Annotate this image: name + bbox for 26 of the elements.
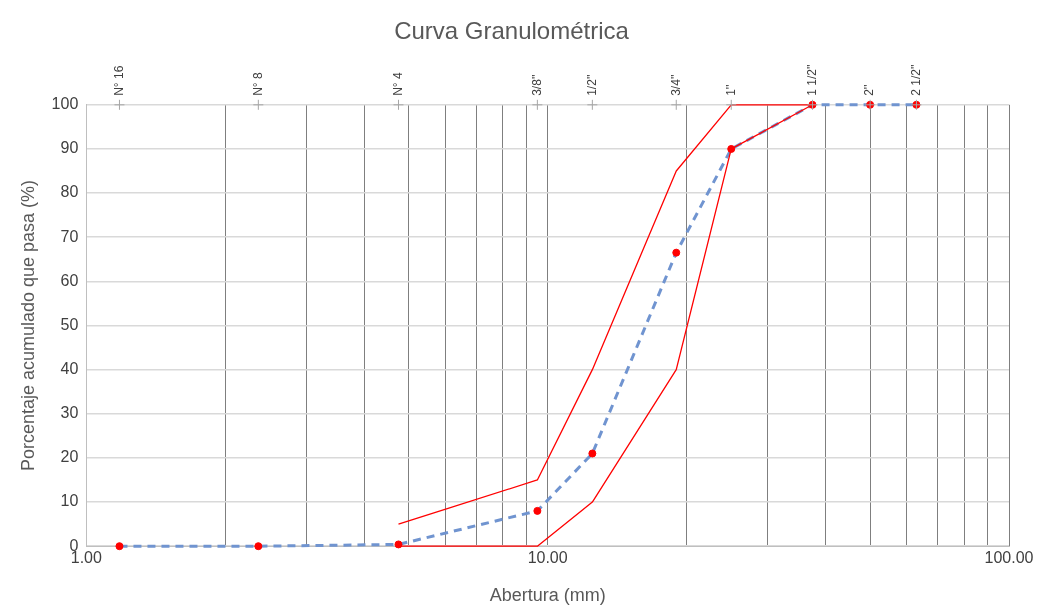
annotation: 1 1/2'': [804, 64, 819, 96]
annotation: 2'': [862, 84, 877, 96]
y-tick-label: 80: [60, 183, 79, 201]
y-tick-label: 60: [60, 271, 79, 289]
annotation: 1'': [723, 84, 738, 96]
y-tick-label: 50: [60, 315, 79, 333]
annotation: 2 1/2'': [908, 64, 923, 96]
x-tick-label: 100.00: [984, 549, 1034, 567]
y-tick-label: 40: [60, 360, 79, 378]
y-tick-label: 30: [60, 404, 79, 422]
y-tick-label: 90: [60, 139, 79, 157]
annotation: 3/4'': [668, 74, 683, 96]
y-tick-label: 70: [60, 227, 79, 245]
chart-title: Curva Granulométrica: [394, 17, 630, 45]
x-tick-label: 10.00: [527, 549, 568, 567]
x-tick-label: 1.00: [70, 549, 102, 567]
annotation: 3/8'': [529, 74, 544, 96]
y-tick-label: 20: [60, 448, 79, 466]
annotation: N° 16: [111, 65, 126, 96]
y-tick-label: 10: [60, 492, 79, 510]
y-tick-label: 100: [51, 95, 79, 113]
x-axis-title: Abertura (mm): [489, 585, 606, 606]
y-axis-title: Porcentaje acumulado que pasa (%): [17, 179, 38, 472]
annotation: N° 8: [250, 72, 265, 96]
annotation: N° 4: [390, 72, 405, 96]
annotation: 1/2'': [584, 74, 599, 96]
